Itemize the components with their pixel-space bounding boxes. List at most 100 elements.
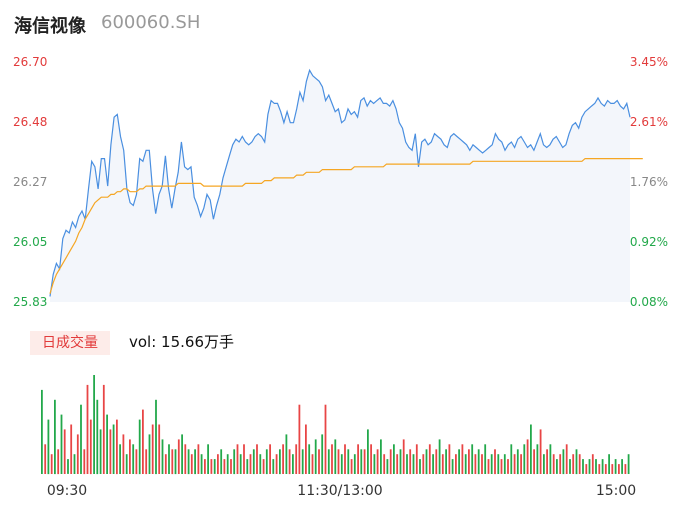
volume-bar (543, 454, 545, 474)
price-tick-label: 26.70 (13, 55, 47, 69)
volume-bar (435, 449, 438, 475)
volume-bar (415, 444, 418, 474)
volume-bar (595, 459, 597, 474)
volume-bar (116, 419, 118, 475)
volume-bar (422, 454, 425, 474)
volume-bar (164, 454, 167, 474)
volume-bar (50, 454, 53, 474)
volume-bar (63, 429, 66, 474)
pct-tick-label: 2.61% (630, 115, 668, 129)
volume-bar (210, 459, 213, 474)
volume-bar (86, 384, 89, 474)
volume-bar (389, 449, 392, 475)
volume-bar (190, 454, 193, 474)
volume-bar (464, 454, 467, 474)
pct-tick-label: 1.76% (630, 175, 668, 189)
volume-bar (194, 449, 196, 475)
volume-bar (360, 449, 363, 475)
volume-bar (236, 444, 239, 474)
price-tick-label: 26.48 (13, 115, 47, 129)
volume-bar (174, 449, 177, 475)
volume-bar (461, 444, 464, 474)
volume-bar (233, 449, 236, 475)
volume-bar (239, 454, 242, 474)
volume-bar (70, 424, 73, 474)
volume-bar (562, 449, 565, 475)
average-line (49, 158, 643, 294)
volume-bar (549, 444, 552, 474)
volume-bar (428, 444, 431, 474)
volume-bar (47, 419, 50, 475)
volume-bar (588, 459, 591, 474)
volume-bar (184, 444, 187, 474)
volume-bar (350, 459, 353, 474)
volume-bar (135, 449, 138, 475)
price-tick-label: 25.83 (13, 295, 47, 309)
volume-bar (585, 464, 588, 474)
volume-bar (373, 454, 376, 474)
volume-bar (608, 454, 610, 474)
volume-bar (119, 444, 121, 474)
volume-bar (618, 464, 620, 474)
volume-bar (441, 454, 444, 474)
volume-bar (96, 399, 99, 475)
pct-tick-label: 3.45% (630, 55, 668, 69)
volume-bar (265, 449, 268, 475)
volume-bar (301, 449, 304, 475)
volume-bar (591, 454, 594, 474)
time-tick-label: 15:00 (596, 483, 636, 499)
volume-bar (187, 449, 190, 475)
volume-bar (331, 444, 333, 474)
volume-bar (151, 424, 154, 474)
volume-bar (54, 399, 56, 475)
volume-bar (559, 454, 562, 474)
volume-bar (451, 459, 454, 474)
volume-bar (497, 454, 500, 474)
volume-bar (256, 444, 258, 474)
volume-bar (145, 449, 148, 475)
volume-tag: 日成交量 (30, 331, 110, 355)
volume-bar (142, 409, 144, 474)
volume-bar (138, 419, 141, 475)
volume-bar (627, 454, 630, 474)
volume-bar (213, 459, 216, 474)
volume-bar (275, 454, 278, 474)
time-tick-label: 09:30 (47, 483, 87, 499)
volume-bar (367, 429, 369, 474)
volume-bar (285, 434, 288, 474)
pct-tick-label: 0.08% (630, 295, 668, 309)
volume-bar (409, 449, 412, 475)
volume-bar (155, 399, 157, 475)
volume-bar (314, 439, 317, 474)
volume-bar (432, 454, 434, 474)
volume-bar (262, 459, 265, 474)
volume-bar (93, 375, 95, 474)
volume-bar (556, 459, 558, 474)
volume-bar (412, 454, 415, 474)
volume-bar (106, 414, 108, 474)
volume-bar (468, 449, 470, 475)
volume-bar (604, 464, 607, 474)
volume-bar (536, 444, 539, 474)
volume-bar (292, 454, 294, 474)
volume-bar (168, 444, 170, 474)
volume-bar (347, 449, 350, 475)
volume-bar (132, 444, 135, 474)
volume-bar (60, 414, 63, 474)
price-tick-label: 26.05 (13, 235, 47, 249)
volume-bar (226, 454, 229, 474)
volume-bar (425, 449, 428, 475)
volume-bar (67, 459, 69, 474)
volume-bar (477, 449, 480, 475)
volume-bar (99, 429, 102, 474)
volume-bar (438, 439, 441, 474)
price-area (50, 70, 630, 302)
volume-bar (399, 449, 402, 475)
volume-bar (572, 454, 575, 474)
volume-bar (200, 454, 203, 474)
volume-bar (393, 444, 395, 474)
volume-bar (507, 459, 509, 474)
volume-bar (122, 434, 125, 474)
volume-bar (288, 449, 291, 475)
price-line (49, 68, 631, 297)
